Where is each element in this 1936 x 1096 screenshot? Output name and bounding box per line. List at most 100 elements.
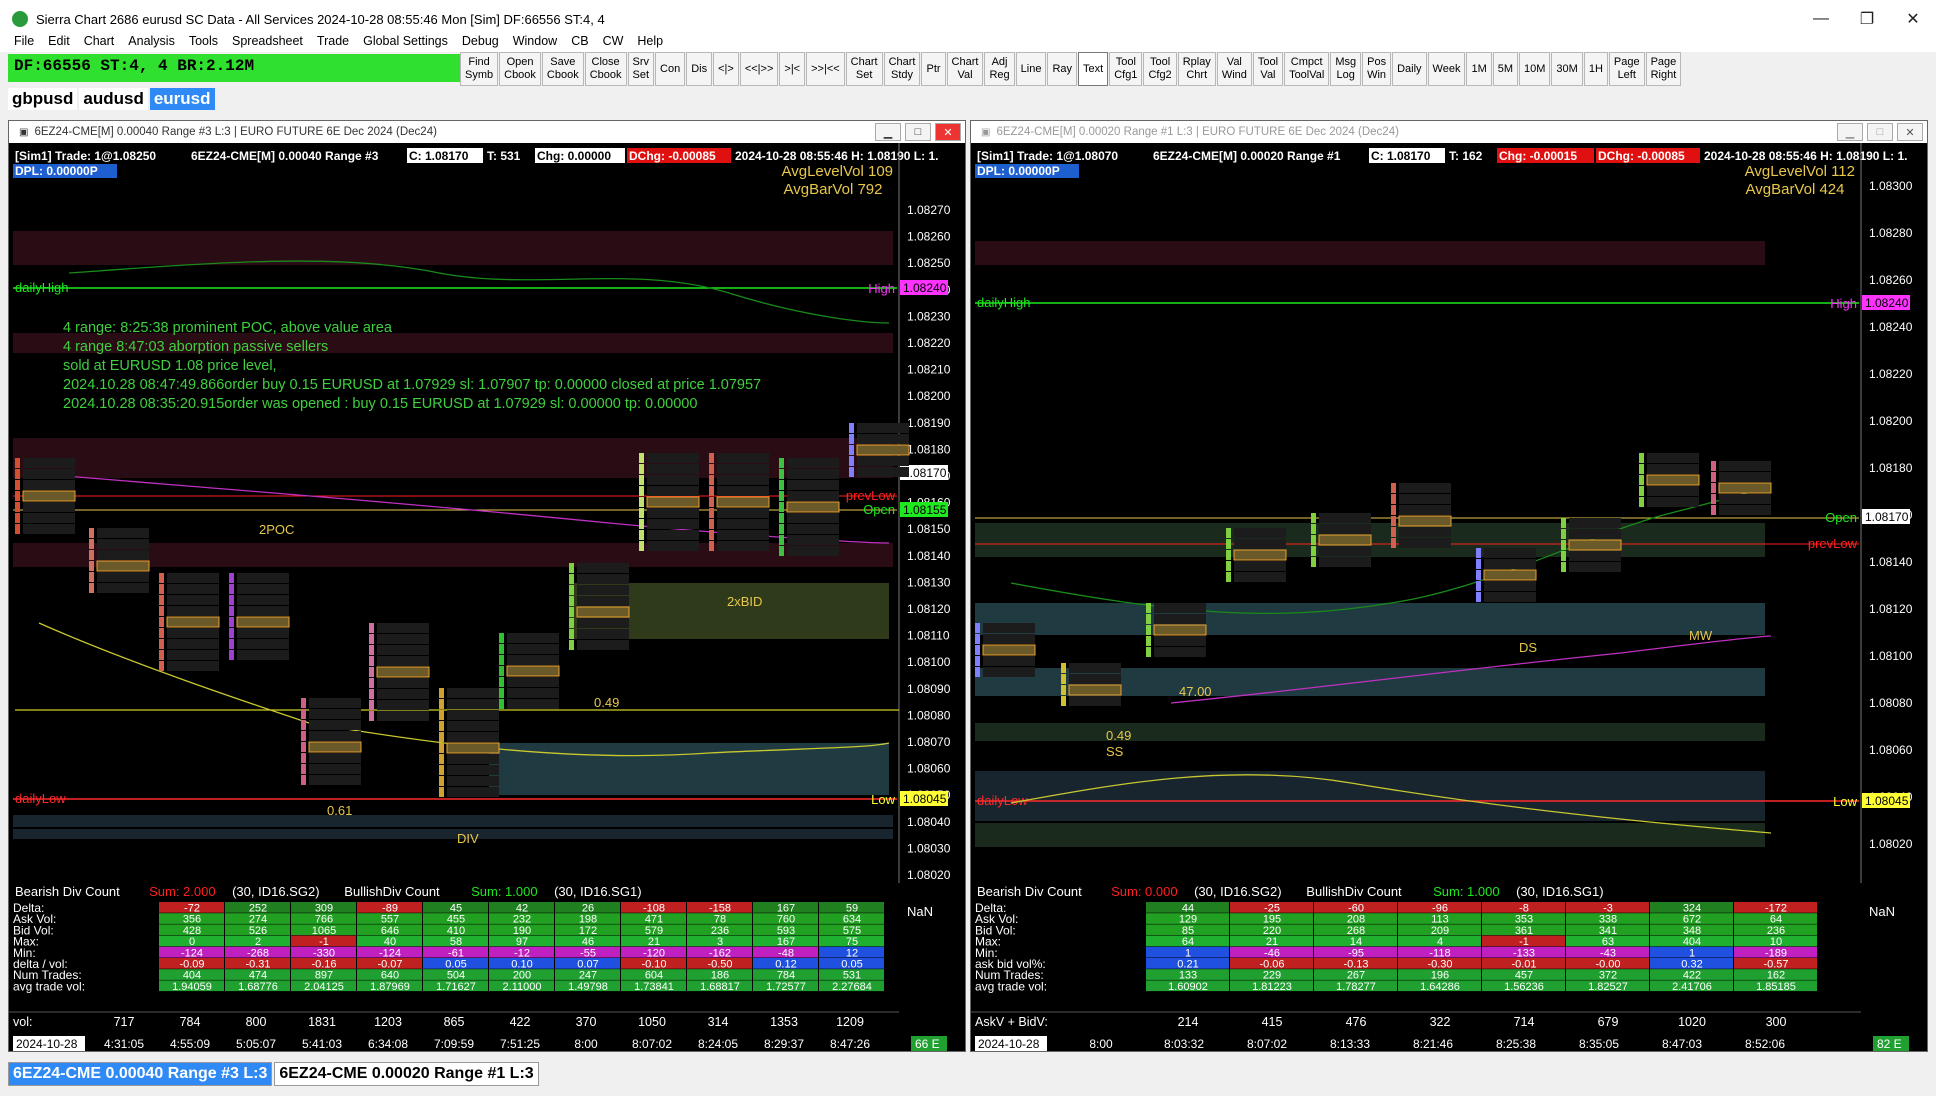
close-icon[interactable]: ✕ (1906, 11, 1920, 28)
price-axis-label: 1.08280 (1869, 226, 1913, 240)
toolbar-button-week[interactable]: Week (1427, 52, 1466, 86)
tab-eurusd[interactable]: eurusd (149, 88, 215, 110)
price-axis-label: 1.08200 (1869, 414, 1913, 428)
chart-window-title-bar[interactable]: ▣ 6EZ24-CME[M] 0.00040 Range #3 L:3 | EU… (9, 121, 965, 143)
menu-item-window[interactable]: Window (512, 34, 558, 48)
toolbar-button-1m[interactable]: 1M (1466, 52, 1492, 86)
toolbar-button-msg-log[interactable]: Msg Log (1330, 52, 1362, 86)
chart-plot-right[interactable]: [Sim1] Trade: 1@1.08070 6EZ24-CME[M] 0.00… (971, 143, 1927, 1051)
chart-window-left[interactable]: ▣ 6EZ24-CME[M] 0.00040 Range #3 L:3 | EU… (8, 120, 966, 1052)
table-cell-bg (423, 913, 488, 924)
table-cell-bg (819, 902, 884, 913)
chart-tab-1[interactable]: 6EZ24-CME 0.00040 Range #3 L:3 (8, 1062, 273, 1086)
menu-item-file[interactable]: File (14, 34, 35, 48)
chart-window-title-bar[interactable]: ▣ 6EZ24-CME[M] 0.00020 Range #1 L:3 | EU… (971, 121, 1927, 143)
toolbar-button-open-cbook[interactable]: Open Cbook (499, 52, 541, 86)
maximize-icon[interactable]: ❐ (1859, 11, 1875, 28)
chart-window-right[interactable]: ▣ 6EZ24-CME[M] 0.00020 Range #1 L:3 | EU… (970, 120, 1928, 1052)
table-cell: 634 (843, 914, 861, 926)
menu-item-edit[interactable]: Edit (48, 34, 70, 48)
toolbar-button-chart-stdy[interactable]: Chart Stdy (883, 52, 921, 86)
footprint-candle-cell (229, 606, 234, 616)
toolbar-button-find-symb[interactable]: Find Symb (460, 52, 499, 86)
toolbar-button-close-cbook[interactable]: Close Cbook (584, 52, 627, 86)
toolbar-button-text[interactable]: Text (1078, 52, 1109, 86)
chart-maximize-icon[interactable]: □ (1867, 123, 1893, 141)
chart-close-icon[interactable]: ✕ (1897, 123, 1923, 141)
toolbar-button-adj-reg[interactable]: Adj Reg (984, 52, 1015, 86)
study-label: Sum: 1.000 (1433, 884, 1500, 899)
toolbar-button-tool-cfg2[interactable]: Tool Cfg2 (1143, 52, 1177, 86)
table-cell-bg (1398, 913, 1481, 924)
toolbar-button-page-left[interactable]: Page Left (1608, 52, 1645, 86)
tab-gbpusd[interactable]: gbpusd (8, 88, 78, 110)
table-cell-bg (357, 969, 422, 980)
table-cell-bg (555, 902, 620, 913)
toolbar-button-page-right[interactable]: Page Right (1645, 52, 1682, 86)
footprint-candle-cell (229, 617, 234, 627)
vol-value: 784 (180, 1015, 201, 1029)
toolbar-button-cmpct-toolval[interactable]: Cmpct ToolVal (1284, 52, 1330, 86)
menu-item-cb[interactable]: CB (571, 34, 589, 48)
chart-minimize-icon[interactable]: ▁ (1837, 123, 1863, 141)
menu-item-chart[interactable]: Chart (83, 34, 115, 48)
toolbar-button-chart-set[interactable]: Chart Set (845, 52, 883, 86)
time-date: 2024-10-28 (16, 1037, 78, 1051)
toolbar-button-btn10[interactable]: >>|<< (806, 52, 845, 86)
footprint-volume-cell (577, 640, 629, 650)
toolbar-button-5m[interactable]: 5M (1492, 52, 1519, 86)
tab-audusd[interactable]: audusd (79, 88, 148, 110)
chart-annotation: 2POC (259, 522, 294, 537)
table-cell-bg (225, 924, 290, 936)
footprint-volume-cell (787, 480, 839, 490)
toolbar-button-tool-val[interactable]: Tool Val (1252, 52, 1284, 86)
table-cell-bg (1398, 935, 1481, 947)
low-label: Low (1833, 794, 1857, 809)
footprint-volume-cell (1234, 539, 1286, 549)
toolbar-button-con[interactable]: Con (655, 52, 686, 86)
table-row-label: Bid Vol: (975, 923, 1016, 937)
table-cell: -162 (709, 947, 731, 959)
toolbar-button-line[interactable]: Line (1015, 52, 1047, 86)
toolbar-button-btn8[interactable]: <<|>> (739, 52, 779, 86)
chart-maximize-icon[interactable]: □ (905, 123, 931, 141)
toolbar-button-dis[interactable]: Dis (686, 52, 713, 86)
table-cell: -120 (643, 947, 665, 959)
footprint-candle-cell (849, 423, 854, 433)
toolbar-button-chart-val[interactable]: Chart Val (946, 52, 984, 86)
chart-minimize-icon[interactable]: ▁ (875, 123, 901, 141)
toolbar-button-btn7[interactable]: <|> (713, 52, 739, 86)
menu-item-debug[interactable]: Debug (461, 34, 499, 48)
menu-item-analysis[interactable]: Analysis (128, 34, 175, 48)
toolbar-button-tool-cfg1[interactable]: Tool Cfg1 (1109, 52, 1143, 86)
toolbar-button-daily[interactable]: Daily (1392, 52, 1427, 86)
menu-item-help[interactable]: Help (637, 34, 664, 48)
menu-item-cw[interactable]: CW (602, 34, 624, 48)
menu-item-trade[interactable]: Trade (316, 34, 350, 48)
toolbar-button-val-wind[interactable]: Val Wind (1216, 52, 1252, 86)
chart-close-icon[interactable]: ✕ (935, 123, 961, 141)
chart-tab-2[interactable]: 6EZ24-CME 0.00020 Range #1 L:3 (274, 1062, 539, 1086)
toolbar-button-srv-set[interactable]: Srv Set (627, 52, 655, 86)
chart-plot-left[interactable]: [Sim1] Trade: 1@1.08250 6EZ24-CME[M] 0.00… (9, 143, 965, 1051)
toolbar-button-btn9[interactable]: >|< (779, 52, 806, 86)
toolbar-button-30m[interactable]: 30M (1551, 52, 1583, 86)
footprint-volume-cell (646, 496, 700, 508)
open-price-box (900, 502, 948, 517)
table-cell: 1.85185 (1756, 981, 1796, 993)
menu-bar: File Edit Chart Analysis Tools Spreadsheet Tra… (0, 30, 1936, 52)
menu-item-tools[interactable]: Tools (188, 34, 219, 48)
toolbar-button-save-cbook[interactable]: Save Cbook (541, 52, 584, 86)
toolbar-button-pos-win[interactable]: Pos Win (1362, 52, 1392, 86)
table-cell-bg (1482, 935, 1565, 947)
toolbar-button-ptr[interactable]: Ptr (921, 52, 946, 86)
footprint-candle-cell (1561, 551, 1566, 561)
toolbar-button-1h[interactable]: 1H (1583, 52, 1608, 86)
menu-item-global-settings[interactable]: Global Settings (363, 34, 448, 48)
footprint-volume-cell (97, 583, 149, 593)
minimize-icon[interactable]: — (1813, 10, 1829, 27)
toolbar-button-ray[interactable]: Ray (1047, 52, 1077, 86)
toolbar-button-rplay-chrt[interactable]: Rplay Chrt (1177, 52, 1216, 86)
toolbar-button-10m[interactable]: 10M (1519, 52, 1551, 86)
menu-item-spreadsheet[interactable]: Spreadsheet (232, 34, 303, 48)
